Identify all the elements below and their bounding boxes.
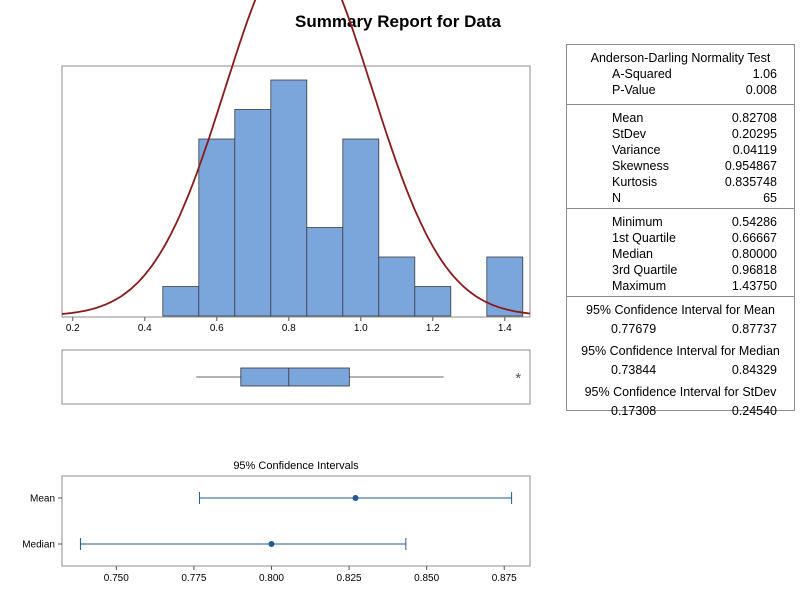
stat-value: 0.80000 (731, 247, 777, 261)
ci-tick-label-1: 0.775 (181, 573, 206, 584)
stat-row-p-value: P-Value 0.008 (567, 82, 794, 98)
moments-section: Mean 0.82708 StDev 0.20295 Variance 0.04119… (567, 105, 794, 209)
stat-row-minimum: Minimum 0.54286 (567, 214, 794, 230)
stat-value: 0.66667 (731, 231, 777, 245)
stat-row-1st-quartile: 1st Quartile 0.66667 (567, 230, 794, 246)
ci-stdev-row: 0.17308 0.24540 (567, 403, 794, 419)
stat-row-variance: Variance 0.04119 (567, 142, 794, 158)
histogram-tick-label-1: 0.4 (138, 323, 152, 334)
stat-label: 3rd Quartile (612, 263, 678, 277)
stat-label: Minimum (612, 215, 663, 229)
histogram-tick-label-0: 0.2 (66, 323, 80, 334)
ci-mean-row: 0.77679 0.87737 (567, 321, 794, 337)
ci-tick-label-5: 0.875 (492, 573, 517, 584)
ci-median-title: 95% Confidence Interval for Median (581, 344, 780, 358)
stat-row-stdev: StDev 0.20295 (567, 126, 794, 142)
boxplot-outlier-0: * (515, 370, 521, 387)
histogram-tick-label-3: 0.8 (282, 323, 296, 334)
boxplot: * (196, 367, 521, 387)
confidence-intervals-section: 95% Confidence Interval for Mean 0.77679… (567, 297, 794, 419)
ci-chart-title: 95% Confidence Intervals (233, 460, 359, 472)
stat-row-n: N 65 (567, 190, 794, 206)
quartiles-section: Minimum 0.54286 1st Quartile 0.66667 Media… (567, 209, 794, 297)
stat-value: 0.20295 (731, 127, 777, 141)
ci-tick-label-4: 0.850 (414, 573, 439, 584)
histogram-bar-3 (270, 79, 308, 317)
histogram-bars (162, 79, 524, 317)
stat-value: 0.954867 (724, 159, 777, 173)
histogram-bar-2 (234, 109, 272, 317)
ci-high-value: 0.87737 (731, 322, 777, 336)
stat-row-median: Median 0.80000 (567, 246, 794, 262)
anderson-darling-section: Anderson-Darling Normality Test A-Square… (567, 45, 794, 105)
ci-point-mean (352, 495, 359, 501)
stat-label: Kurtosis (612, 175, 658, 189)
stat-label: Mean (612, 111, 644, 125)
ci-tick-label-3: 0.825 (337, 573, 362, 584)
histogram-tick-label-2: 0.6 (210, 323, 224, 334)
stat-value: 0.96818 (731, 263, 777, 277)
ci-mean-title: 95% Confidence Interval for Mean (586, 303, 775, 317)
ad-title: Anderson-Darling Normality Test (590, 51, 771, 65)
ci-low-value: 0.77679 (611, 322, 657, 336)
stat-row-a-squared: A-Squared 1.06 (567, 66, 794, 82)
histogram-frame (61, 65, 531, 318)
histogram-bar-7 (414, 286, 452, 317)
histogram-tick-label-6: 1.4 (498, 323, 512, 334)
stat-value: 0.54286 (731, 215, 777, 229)
ci-row-label-median: Median (22, 540, 55, 551)
stat-label: N (612, 191, 622, 205)
stat-row-3rd-quartile: 3rd Quartile 0.96818 (567, 262, 794, 278)
stat-value: 0.82708 (731, 111, 777, 125)
stat-value: 0.008 (745, 83, 777, 97)
stat-value: 1.06 (752, 67, 777, 81)
histogram-x-ticks: 0.2 0.4 0.6 0.8 1.0 1.2 1.4 (66, 317, 512, 334)
stat-row-mean: Mean 0.82708 (567, 110, 794, 126)
histogram-bar-6 (378, 256, 416, 317)
stat-value: 0.835748 (724, 175, 777, 189)
stat-row-skewness: Skewness 0.954867 (567, 158, 794, 174)
ci-high-value: 0.84329 (731, 363, 777, 377)
histogram-tick-label-5: 1.2 (426, 323, 440, 334)
ci-median-row: 0.73844 0.84329 (567, 362, 794, 378)
ci-tick-label-0: 0.750 (104, 573, 129, 584)
histogram-bar-9 (486, 256, 524, 317)
histogram-tick-label-4: 1.0 (354, 323, 368, 334)
stat-row-maximum: Maximum 1.43750 (567, 278, 794, 294)
boxplot-frame (61, 349, 531, 405)
boxplot-box (240, 367, 350, 387)
ci-low-value: 0.17308 (611, 404, 657, 418)
ci-frame (61, 475, 531, 567)
ci-tick-label-2: 0.800 (259, 573, 284, 584)
report-title: Summary Report for Data (295, 12, 501, 31)
stat-label: 1st Quartile (612, 231, 676, 245)
stat-label: Median (612, 247, 653, 261)
stat-row-kurtosis: Kurtosis 0.835748 (567, 174, 794, 190)
histogram-bar-5 (342, 138, 380, 317)
ci-high-value: 0.24540 (731, 404, 777, 418)
stat-label: A-Squared (612, 67, 672, 81)
histogram-bar-4 (306, 227, 344, 317)
confidence-interval-plot: Mean Median 0.750 0.775 0.800 0.825 0.850 0.875 (22, 492, 517, 584)
statistics-panel: Anderson-Darling Normality Test A-Square… (566, 44, 795, 418)
histogram-bar-1 (198, 138, 236, 317)
stat-label: P-Value (612, 83, 656, 97)
ci-low-value: 0.73844 (611, 363, 657, 377)
stat-value: 1.43750 (731, 279, 777, 293)
stat-label: Variance (612, 143, 661, 157)
ci-point-median (268, 541, 275, 547)
ci-stdev-title: 95% Confidence Interval for StDev (584, 385, 777, 399)
stat-label: Skewness (612, 159, 669, 173)
normal-fit-curve (61, 0, 531, 315)
stat-value: 0.04119 (732, 143, 777, 157)
stat-value: 65 (763, 191, 777, 205)
ci-row-label-mean: Mean (30, 494, 55, 505)
stat-label: StDev (612, 127, 647, 141)
histogram-bar-0 (162, 286, 200, 317)
stat-label: Maximum (612, 279, 667, 293)
